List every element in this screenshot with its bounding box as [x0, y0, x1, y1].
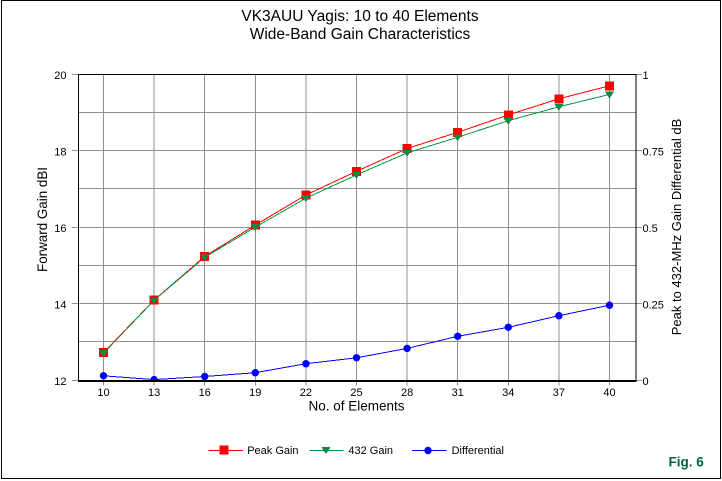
svg-text:31: 31 [452, 387, 464, 399]
svg-text:25: 25 [350, 387, 362, 399]
svg-text:432 Gain: 432 Gain [348, 445, 393, 457]
svg-text:37: 37 [553, 387, 565, 399]
svg-text:20: 20 [54, 70, 66, 82]
svg-text:14: 14 [54, 300, 66, 312]
svg-text:34: 34 [502, 387, 514, 399]
svg-text:Peak Gain: Peak Gain [247, 445, 298, 457]
svg-text:Peak to 432-MHz Gain Different: Peak to 432-MHz Gain Differential dB [669, 119, 684, 336]
svg-text:18: 18 [54, 147, 66, 159]
svg-text:Differential: Differential [452, 445, 504, 457]
svg-text:Wide-Band Gain Characteristics: Wide-Band Gain Characteristics [250, 26, 471, 43]
svg-text:13: 13 [148, 387, 160, 399]
svg-text:No. of Elements: No. of Elements [308, 399, 404, 414]
svg-text:19: 19 [249, 387, 261, 399]
svg-text:16: 16 [54, 223, 66, 235]
svg-text:12: 12 [54, 376, 66, 388]
svg-text:Forward Gain dBI: Forward Gain dBI [35, 167, 50, 272]
svg-text:28: 28 [401, 387, 413, 399]
svg-text:10: 10 [97, 387, 109, 399]
svg-text:22: 22 [300, 387, 312, 399]
svg-text:0.75: 0.75 [643, 147, 664, 159]
svg-text:Fig. 6: Fig. 6 [669, 455, 705, 470]
svg-text:1: 1 [643, 70, 649, 82]
svg-text:0.25: 0.25 [643, 300, 664, 312]
svg-text:0: 0 [643, 376, 649, 388]
svg-text:40: 40 [603, 387, 615, 399]
svg-text:VK3AUU Yagis: 10 to 40 Element: VK3AUU Yagis: 10 to 40 Elements [241, 8, 478, 25]
svg-text:16: 16 [199, 387, 211, 399]
svg-text:0.5: 0.5 [643, 223, 658, 235]
